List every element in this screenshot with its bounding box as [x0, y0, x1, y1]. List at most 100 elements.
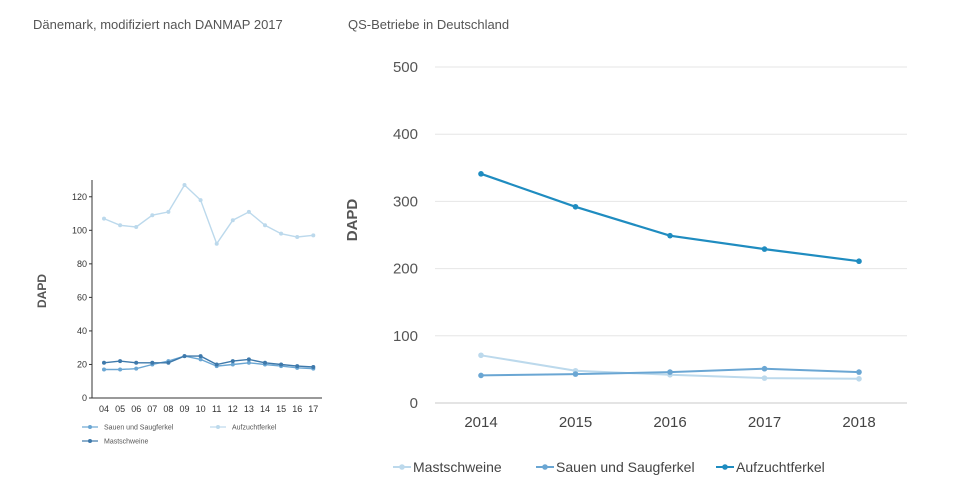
- left-data-point: [182, 354, 187, 359]
- right-data-point: [761, 375, 768, 381]
- left-series-line: [104, 355, 314, 371]
- left-x-tick-label: 14: [260, 404, 270, 414]
- left-x-tick-label: 04: [99, 404, 109, 414]
- left-data-point: [118, 223, 123, 228]
- left-data-point: [134, 360, 139, 365]
- left-data-point: [166, 360, 171, 365]
- right-legend-label: Mastschweine: [413, 459, 502, 475]
- left-y-axis-label: DAPD: [35, 274, 49, 308]
- left-legend-label: Sauen und Saugferkel: [104, 425, 174, 432]
- left-chart: 0 20 40 60 80 100 120 04 05 06 07 08 09 10 11 12 13 14 15 1…: [35, 180, 322, 446]
- left-x-tick-label: 12: [228, 404, 238, 414]
- left-data-point: [230, 218, 235, 223]
- left-data-point: [311, 364, 316, 369]
- right-data-point: [478, 171, 484, 177]
- left-x-tick-label: 07: [147, 404, 157, 414]
- left-data-point: [134, 366, 139, 371]
- left-data-point: [214, 362, 219, 367]
- left-data-point: [102, 360, 106, 365]
- left-x-tick-label: 10: [196, 404, 206, 414]
- left-y-tick-label: 40: [77, 326, 87, 336]
- left-y-tick-label: 100: [72, 225, 87, 235]
- left-data-point: [118, 359, 123, 364]
- right-data-point: [761, 365, 768, 372]
- right-y-axis-label: DAPD: [344, 199, 361, 242]
- left-data-point: [102, 216, 106, 221]
- left-data-point: [279, 231, 284, 236]
- right-legend-marker: [542, 464, 548, 470]
- left-x-tick-label: 05: [115, 404, 125, 414]
- right-data-point: [478, 372, 484, 379]
- left-data-point: [246, 357, 251, 362]
- right-data-point: [572, 371, 579, 377]
- right-data-point: [667, 369, 673, 375]
- right-legend-label: Aufzuchtferkel: [736, 459, 825, 475]
- right-data-point: [856, 376, 862, 382]
- left-series-line: [103, 183, 314, 246]
- left-data-point: [295, 235, 300, 240]
- right-data-point: [572, 203, 579, 210]
- left-data-point: [230, 359, 235, 364]
- left-data-point: [198, 198, 203, 203]
- left-x-tick-label: 17: [308, 404, 318, 414]
- left-y-tick-label: 120: [72, 192, 87, 202]
- left-data-point: [246, 209, 251, 214]
- left-data-point: [150, 360, 155, 365]
- left-legend-marker: [88, 439, 92, 443]
- left-data-point: [311, 233, 316, 238]
- right-legend-label: Sauen und Saugferkel: [556, 459, 695, 475]
- left-data-point: [182, 183, 187, 188]
- left-series-line: [103, 355, 314, 368]
- left-y-tick-label: 60: [77, 292, 87, 302]
- right-y-tick-label: 200: [393, 261, 418, 278]
- right-x-tick-label: 2016: [653, 414, 686, 431]
- right-data-point: [478, 352, 484, 359]
- left-legend-marker: [216, 425, 220, 429]
- left-data-point: [150, 213, 155, 218]
- right-y-tick-label: 400: [393, 126, 418, 143]
- left-x-tick-label: 08: [163, 404, 173, 414]
- left-data-point: [279, 362, 284, 367]
- left-y-tick-label: 80: [77, 259, 87, 269]
- left-y-tick-label: 0: [82, 393, 87, 403]
- left-legend-marker: [88, 425, 92, 429]
- left-data-point: [102, 367, 106, 372]
- right-chart: 0 100 200 300 400 500 2014 2015 2016 2017 2018 DAPD…: [344, 59, 907, 475]
- left-data-point: [230, 362, 235, 367]
- right-y-tick-label: 0: [410, 395, 418, 412]
- left-data-point: [263, 360, 267, 365]
- right-x-tick-label: 2017: [748, 414, 781, 431]
- right-x-tick-label: 2015: [559, 414, 592, 431]
- left-data-point: [198, 357, 203, 362]
- left-x-tick-label: 09: [179, 404, 189, 414]
- left-x-tick-label: 16: [292, 404, 302, 414]
- left-data-point: [118, 367, 123, 372]
- right-data-point: [761, 246, 768, 252]
- left-data-point: [263, 223, 267, 228]
- left-data-point: [166, 209, 171, 214]
- right-chart-caption: QS-Betriebe in Deutschland: [348, 17, 510, 32]
- right-data-point: [856, 369, 862, 375]
- right-x-tick-label: 2014: [464, 414, 497, 431]
- right-series-line: [480, 172, 860, 263]
- right-data-point: [667, 232, 673, 239]
- right-y-tick-label: 500: [393, 59, 418, 76]
- left-data-point: [295, 364, 300, 369]
- left-chart-caption: Dänemark, modifiziert nach DANMAP 2017: [33, 17, 283, 32]
- left-x-tick-label: 13: [244, 404, 254, 414]
- left-x-tick-label: 15: [276, 404, 286, 414]
- right-legend-marker: [399, 464, 405, 470]
- right-y-tick-label: 300: [393, 193, 418, 210]
- left-legend-label: Mastschweine: [104, 439, 148, 446]
- right-legend-marker: [722, 464, 728, 470]
- left-legend-label: Aufzuchtferkel: [232, 425, 277, 432]
- left-data-point: [134, 224, 139, 229]
- right-x-tick-label: 2018: [842, 414, 875, 431]
- left-data-point: [246, 360, 251, 365]
- left-data-point: [198, 354, 203, 359]
- right-data-point: [856, 258, 862, 265]
- left-x-tick-label: 06: [131, 404, 141, 414]
- left-y-tick-label: 20: [77, 359, 87, 369]
- left-x-tick-label: 11: [212, 404, 221, 414]
